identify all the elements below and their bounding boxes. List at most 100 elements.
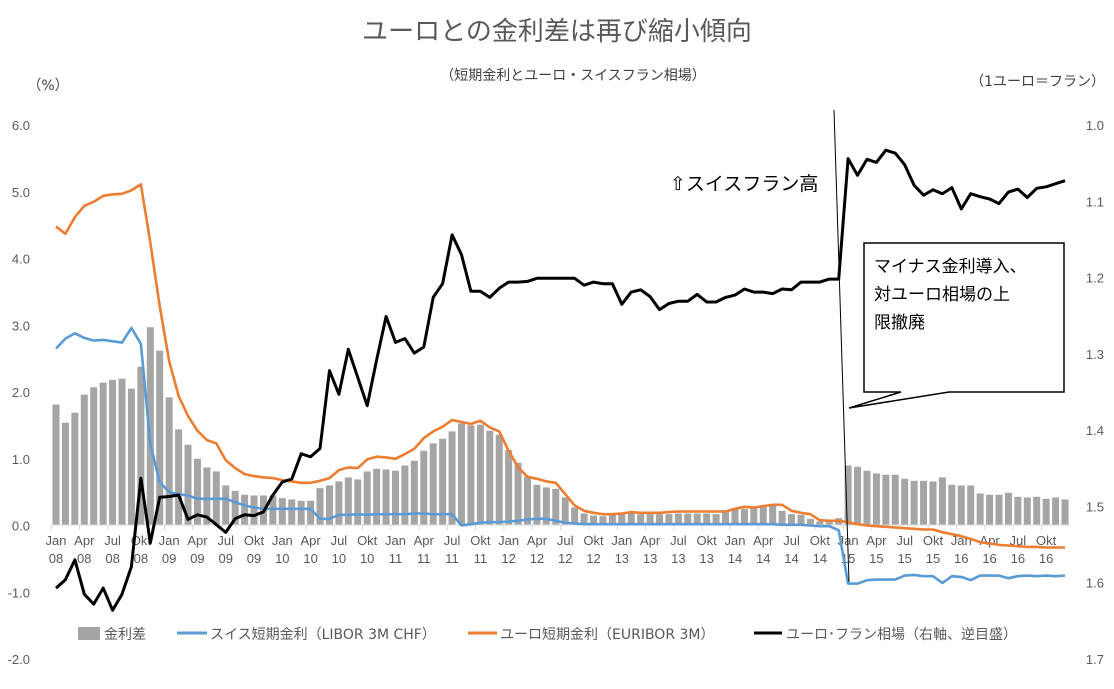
x-tick-month: Jul xyxy=(217,533,234,548)
x-tick-year: 12 xyxy=(501,551,515,566)
spread-bar xyxy=(797,514,805,526)
x-tick-month: Apr xyxy=(74,533,95,548)
spread-bar xyxy=(156,350,164,526)
x-tick-year: 15 xyxy=(869,551,883,566)
callout-box xyxy=(848,242,1065,409)
eurchf-rate-line xyxy=(55,148,1066,612)
spread-bar xyxy=(901,478,909,526)
x-tick-year: 16 xyxy=(954,551,968,566)
x-tick-month: Jan xyxy=(385,533,406,548)
x-tick-year: 08 xyxy=(77,551,91,566)
spread-bar xyxy=(656,514,664,526)
spread-bar xyxy=(712,514,720,526)
right-tick-label: 1.3 xyxy=(1086,347,1104,362)
spread-bar xyxy=(118,378,126,526)
left-tick-label: 6.0 xyxy=(12,118,30,133)
spread-bar xyxy=(363,471,371,526)
spread-bar xyxy=(439,438,447,526)
legend-swatch-spread xyxy=(78,627,100,640)
x-tick-year: 14 xyxy=(784,551,798,566)
spread-bar xyxy=(1004,492,1012,526)
x-tick-month: Apr xyxy=(866,533,887,548)
spread-bar xyxy=(665,514,673,526)
left-axis: 6.0 5.0 4.0 3.0 2.0 1.0 0.0 -1.0 -2.0 xyxy=(8,118,30,667)
spread-bar xyxy=(769,505,777,526)
x-tick-year: 12 xyxy=(586,551,600,566)
x-axis: Jan 08 Apr 08 Jul 08 Okt 08 Jan 09 Apr 09 Jul 09 Okt 09… xyxy=(46,525,1057,566)
x-tick-month: Jan xyxy=(724,533,745,548)
spread-bar xyxy=(731,508,739,526)
spread-bar xyxy=(52,404,60,526)
spread-bar xyxy=(891,474,899,526)
x-tick-year: 10 xyxy=(360,551,374,566)
left-tick-label: 0.0 xyxy=(12,519,30,534)
spread-bar xyxy=(231,490,239,526)
x-tick-year: 16 xyxy=(982,551,996,566)
spread-bar xyxy=(109,379,117,526)
spread-bar xyxy=(1023,497,1031,526)
x-tick-month: Okt xyxy=(810,533,831,548)
x-tick-month: Okt xyxy=(357,533,378,548)
x-tick-month: Jul xyxy=(670,533,687,548)
spread-bar xyxy=(703,513,711,526)
x-tick-year: 16 xyxy=(1039,551,1053,566)
spread-bar xyxy=(722,510,730,526)
spread-bar xyxy=(90,387,98,526)
spread-bar xyxy=(1061,499,1069,526)
x-tick-month: Jan xyxy=(159,533,180,548)
spread-bar xyxy=(99,382,107,526)
x-tick-year: 12 xyxy=(558,551,572,566)
spread-bar xyxy=(71,412,79,526)
spread-bar xyxy=(863,470,871,526)
x-tick-month: Apr xyxy=(753,533,774,548)
spread-bar xyxy=(448,431,456,526)
spread-bar xyxy=(1042,498,1050,526)
right-axis: 1.0 1.1 1.2 1.3 1.4 1.5 1.6 1.7 xyxy=(1086,118,1104,667)
spread-bar xyxy=(674,513,682,526)
spread-bar xyxy=(750,507,758,526)
callout-line-2: 対ユーロ相場の上 xyxy=(874,285,1010,305)
spread-bar xyxy=(948,484,956,526)
x-tick-year: 08 xyxy=(134,551,148,566)
spread-bar xyxy=(580,513,588,526)
spread-bar xyxy=(571,507,579,526)
spread-bar xyxy=(373,468,381,526)
spread-bar xyxy=(410,460,418,526)
right-tick-label: 1.2 xyxy=(1086,271,1104,286)
right-tick-label: 1.0 xyxy=(1086,118,1104,133)
spread-bar xyxy=(476,424,484,526)
spread-bar xyxy=(514,462,522,526)
spread-bar xyxy=(467,425,475,526)
spread-bar xyxy=(825,522,833,526)
spread-bar xyxy=(297,500,305,526)
series-lines xyxy=(55,148,1066,612)
spread-bar xyxy=(325,485,333,526)
x-tick-year: 13 xyxy=(671,551,685,566)
spread-bar xyxy=(542,487,550,526)
spread-bar xyxy=(457,423,465,526)
x-tick-year: 16 xyxy=(1011,551,1025,566)
spread-bar xyxy=(420,450,428,526)
event-marker-line xyxy=(833,109,850,583)
x-tick-month: Jan xyxy=(611,533,632,548)
spread-bar xyxy=(938,477,946,526)
right-tick-label: 1.7 xyxy=(1086,652,1104,667)
spread-bar xyxy=(929,481,937,526)
spread-bar xyxy=(429,443,437,526)
x-tick-month: Jul xyxy=(783,533,800,548)
x-tick-month: Apr xyxy=(187,533,208,548)
spread-bar xyxy=(61,422,69,526)
spread-bar xyxy=(995,494,1003,526)
x-tick-month: Jan xyxy=(498,533,519,548)
spread-bar xyxy=(957,485,965,526)
libor-chf-line xyxy=(55,326,1066,585)
spread-bar xyxy=(335,481,343,526)
spread-bar xyxy=(278,498,286,526)
spread-bar xyxy=(1052,497,1060,526)
x-tick-year: 10 xyxy=(275,551,289,566)
spread-bar xyxy=(524,476,531,526)
spread-bar xyxy=(307,500,315,526)
right-tick-label: 1.1 xyxy=(1086,194,1104,209)
spread-bar xyxy=(401,465,409,526)
